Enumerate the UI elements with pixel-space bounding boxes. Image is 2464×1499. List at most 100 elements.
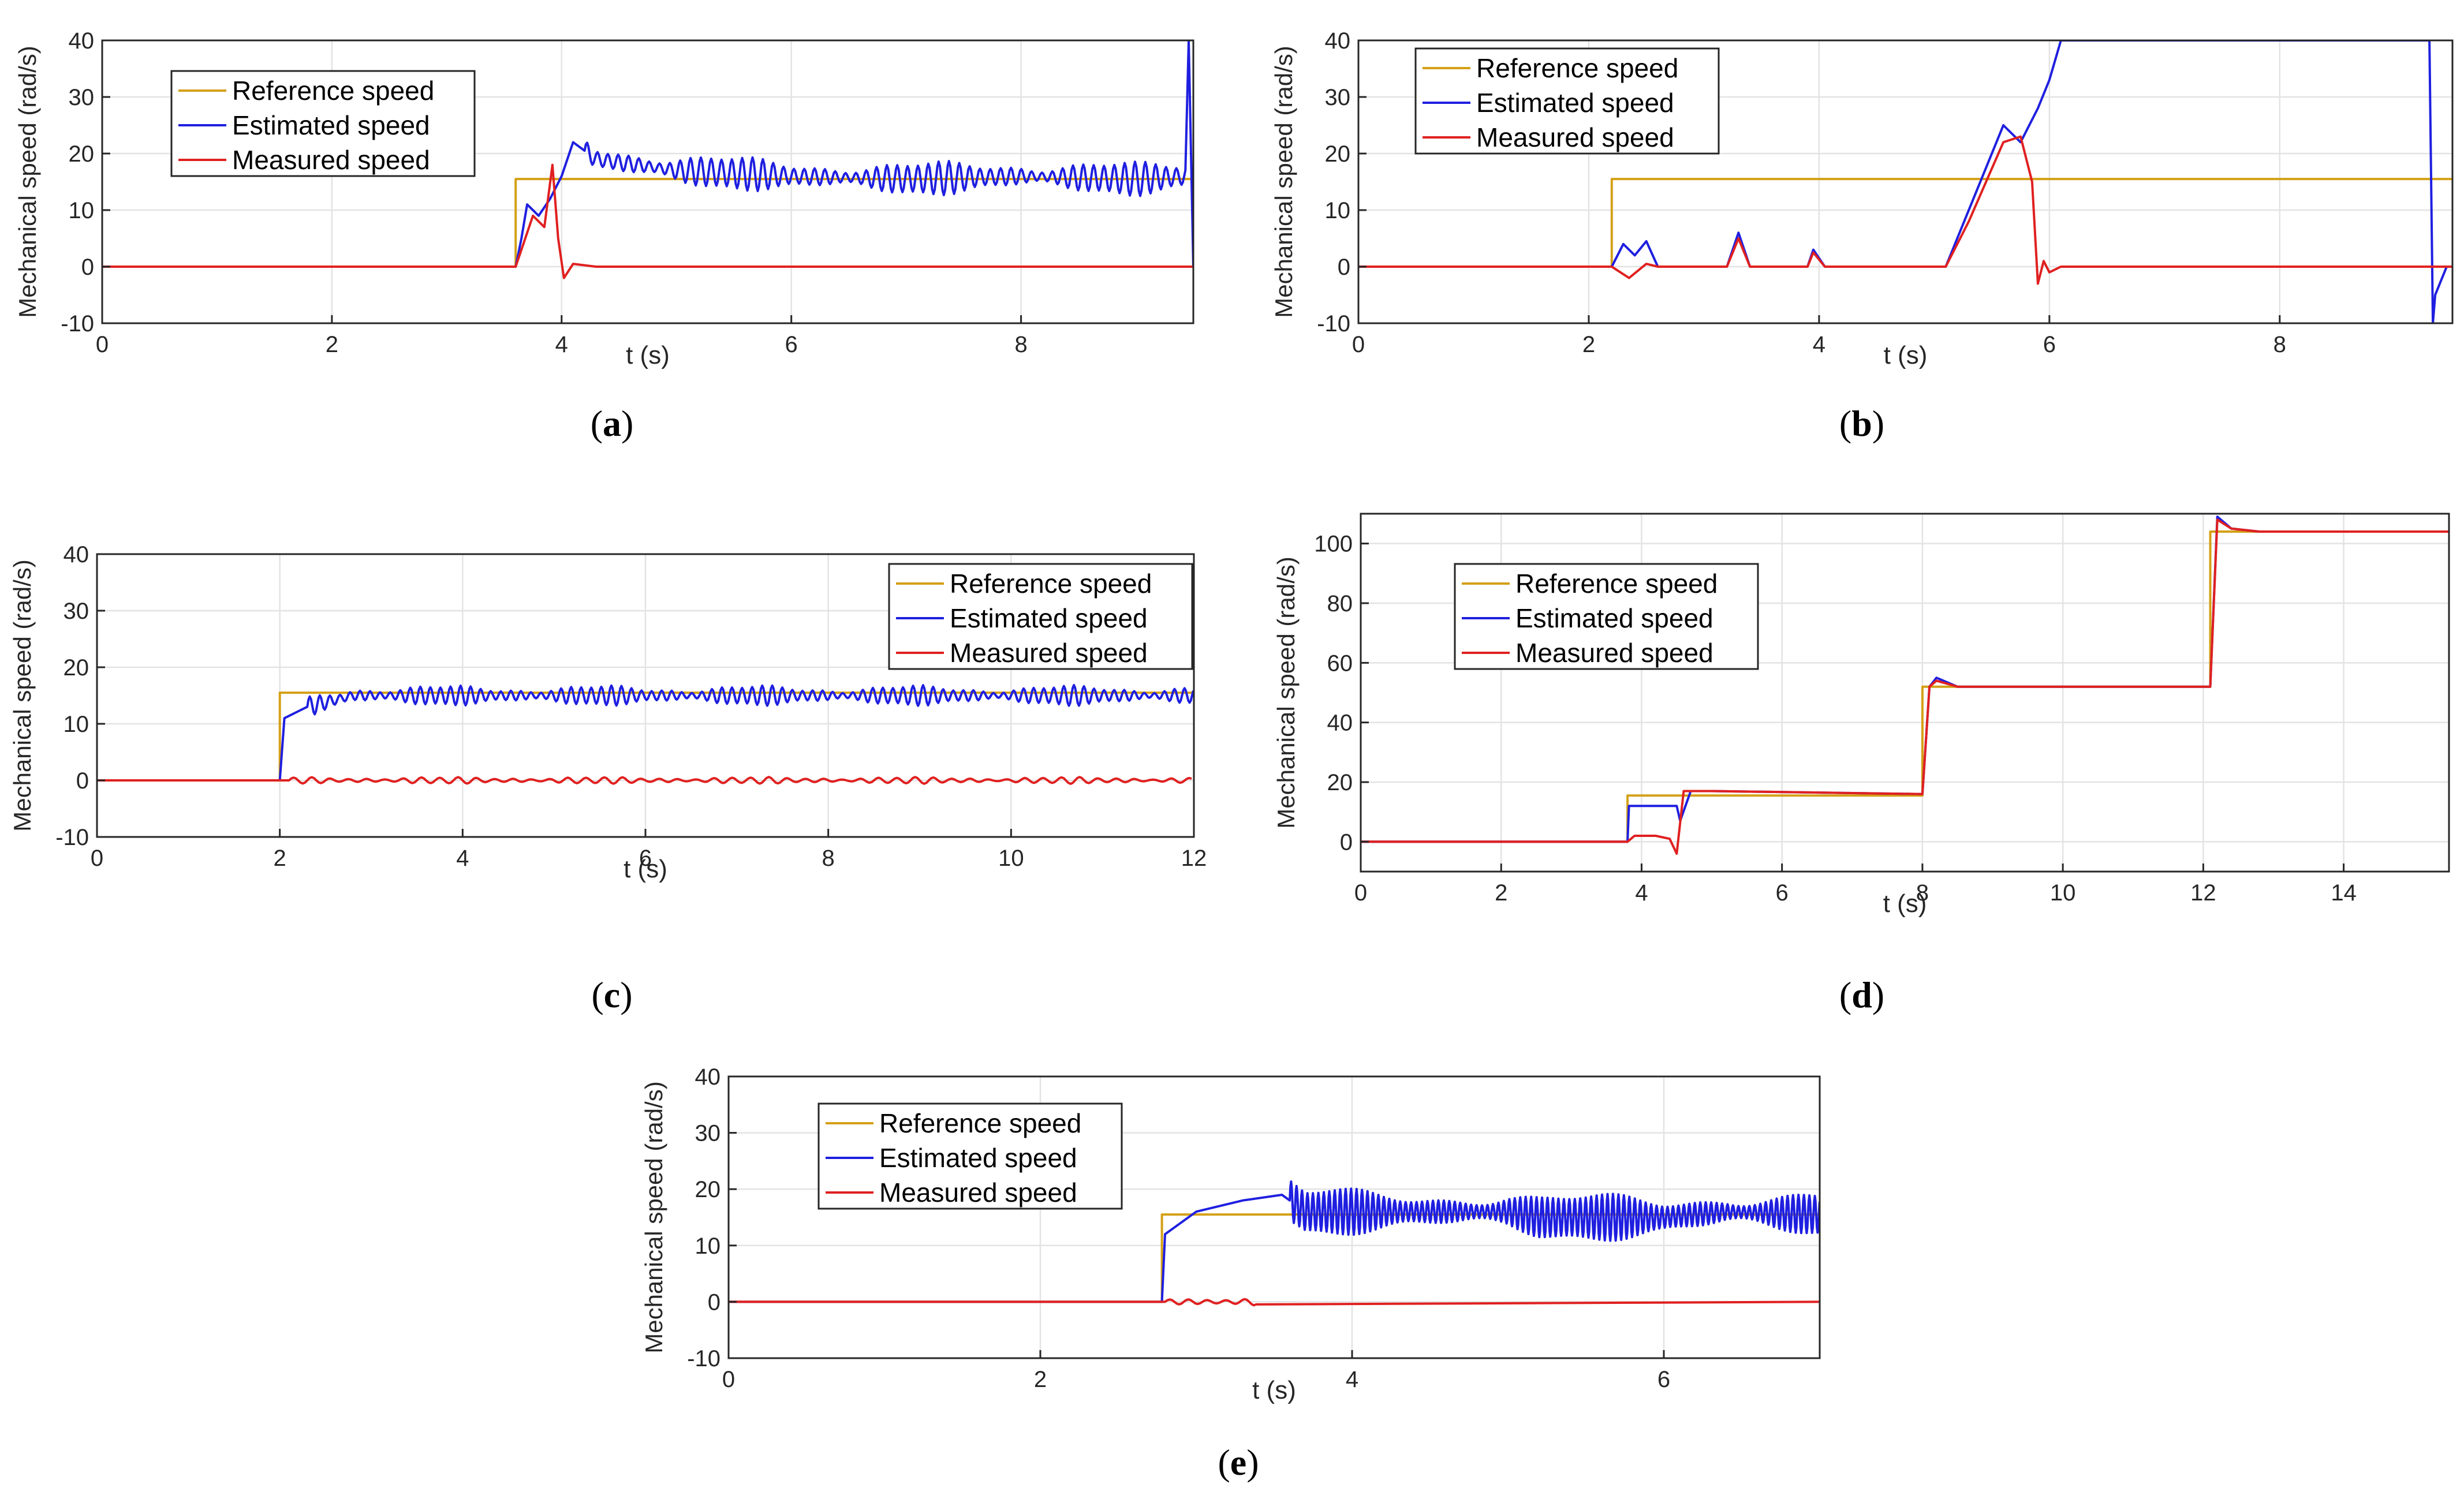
y-tick-label: 20 [1327, 770, 1353, 795]
subplot-caption: (d) [1839, 974, 1884, 1015]
series-group [1361, 515, 2449, 855]
plot-frame [727, 1075, 1821, 1359]
legend-entry: Estimated speed [232, 110, 430, 140]
subplot-caption: (c) [591, 974, 632, 1015]
series-group [102, 40, 1193, 279]
x-axis-label: t (s) [1883, 889, 1927, 918]
x-tick-label: 6 [2043, 332, 2056, 357]
x-tick-label: 12 [1181, 846, 1207, 871]
x-tick-label: 4 [1346, 1367, 1358, 1392]
x-axis-label: t (s) [1884, 341, 1928, 369]
x-tick-label: 0 [91, 846, 103, 871]
series-group [1358, 40, 2452, 323]
x-tick-label: 14 [2331, 880, 2357, 906]
y-tick-label: 20 [69, 141, 95, 167]
legend-entry: Reference speed [1476, 53, 1678, 83]
subplot-d: 0 2 4 6 8 10 12 14 0 20 40 60 80 100 t (s) Mechanical s… [1272, 513, 2450, 1015]
y-tick-label: 40 [695, 1064, 721, 1090]
series-line-measured-speed [1358, 135, 2452, 285]
plot-frame [1357, 39, 2454, 324]
y-tick-label: 100 [1314, 532, 1353, 557]
legend-entry: Measured speed [879, 1177, 1077, 1208]
legend-entry: Reference speed [1515, 569, 1718, 599]
legend-entry: Reference speed [232, 76, 434, 106]
legend: Reference speed Estimated speed Measured s… [1454, 563, 1759, 670]
y-tick-label: 0 [76, 768, 89, 794]
x-axis-label: t (s) [626, 341, 670, 369]
series-line-measured-speed [1361, 518, 2449, 855]
plot-frame [1360, 513, 2450, 873]
y-tick-label: 40 [69, 28, 95, 54]
legend-entry: Reference speed [950, 569, 1152, 599]
y-tick-label: -10 [55, 825, 89, 850]
series-line-estimated-speed [729, 1180, 1820, 1303]
y-axis-label: Mechanical speed (rad/s) [1272, 556, 1300, 829]
y-tick-label: 30 [1325, 85, 1351, 110]
x-axis-label: t (s) [1252, 1376, 1296, 1404]
y-tick-label: 40 [64, 542, 89, 567]
x-tick-label: 6 [639, 846, 652, 871]
series-line-measured-speed [729, 1298, 1820, 1307]
legend-entry: Estimated speed [879, 1143, 1077, 1173]
x-tick-label: 12 [2190, 880, 2216, 906]
x-tick-label: 2 [1495, 880, 1507, 906]
y-axis-label: Mechanical speed (rad/s) [640, 1081, 667, 1354]
x-tick-label: 0 [1352, 332, 1365, 357]
y-tick-label: 10 [1325, 198, 1351, 223]
y-tick-label: 0 [708, 1289, 720, 1315]
series-line-estimated-speed [97, 683, 1194, 782]
y-tick-label: 10 [695, 1233, 721, 1259]
x-tick-label: 0 [96, 332, 109, 357]
y-axis-label: Mechanical speed (rad/s) [14, 46, 41, 318]
legend-box [817, 1102, 1123, 1210]
subplot-caption: (e) [1218, 1442, 1259, 1483]
x-tick-label: 0 [722, 1367, 735, 1392]
x-tick-label: 6 [785, 332, 798, 357]
subplot-caption: (a) [591, 403, 634, 444]
legend: Reference speed Estimated speed Measured s… [170, 70, 476, 177]
x-tick-label: 10 [2050, 880, 2076, 906]
y-tick-label: 60 [1327, 651, 1353, 676]
y-tick-label: 40 [1327, 711, 1353, 736]
plot-frame [101, 39, 1194, 324]
series-group [729, 1180, 1820, 1307]
subplot-caption: (b) [1839, 403, 1884, 444]
x-tick-label: 2 [326, 332, 338, 357]
legend: Reference speed Estimated speed Measured s… [817, 1102, 1123, 1210]
legend-box [1454, 563, 1759, 670]
x-tick-label: 2 [1582, 332, 1595, 357]
legend-box [1414, 47, 1720, 155]
y-axis-label: Mechanical speed (rad/s) [9, 559, 36, 832]
x-tick-label: 4 [1813, 332, 1825, 357]
legend: Reference speed Estimated speed Measured s… [888, 563, 1193, 670]
x-tick-label: 6 [1776, 880, 1789, 906]
legend-entry: Estimated speed [950, 603, 1148, 633]
y-tick-label: 20 [64, 655, 89, 681]
x-tick-label: 2 [1034, 1367, 1047, 1392]
series-line-measured-speed [97, 776, 1192, 785]
x-tick-label: 2 [274, 846, 286, 871]
legend-entry: Estimated speed [1515, 603, 1713, 633]
y-tick-label: 40 [1325, 28, 1351, 54]
x-tick-label: 0 [1354, 880, 1367, 906]
series-line-estimated-speed [102, 40, 1193, 268]
y-tick-label: 10 [64, 712, 89, 737]
x-tick-label: 4 [456, 846, 469, 871]
x-tick-label: 8 [1916, 880, 1929, 906]
x-axis-label: t (s) [624, 855, 667, 883]
series-line-measured-speed [102, 163, 1193, 279]
legend: Reference speed Estimated speed Measured s… [1414, 47, 1720, 155]
y-tick-label: 80 [1327, 591, 1353, 616]
y-tick-label: 20 [1325, 141, 1351, 167]
y-tick-label: 30 [695, 1121, 721, 1146]
legend-entry: Measured speed [1476, 122, 1674, 152]
x-tick-label: 4 [555, 332, 568, 357]
x-tick-label: 8 [822, 846, 835, 871]
x-tick-label: 8 [2273, 332, 2286, 357]
y-tick-label: 10 [69, 198, 95, 223]
x-tick-label: 10 [998, 846, 1024, 871]
